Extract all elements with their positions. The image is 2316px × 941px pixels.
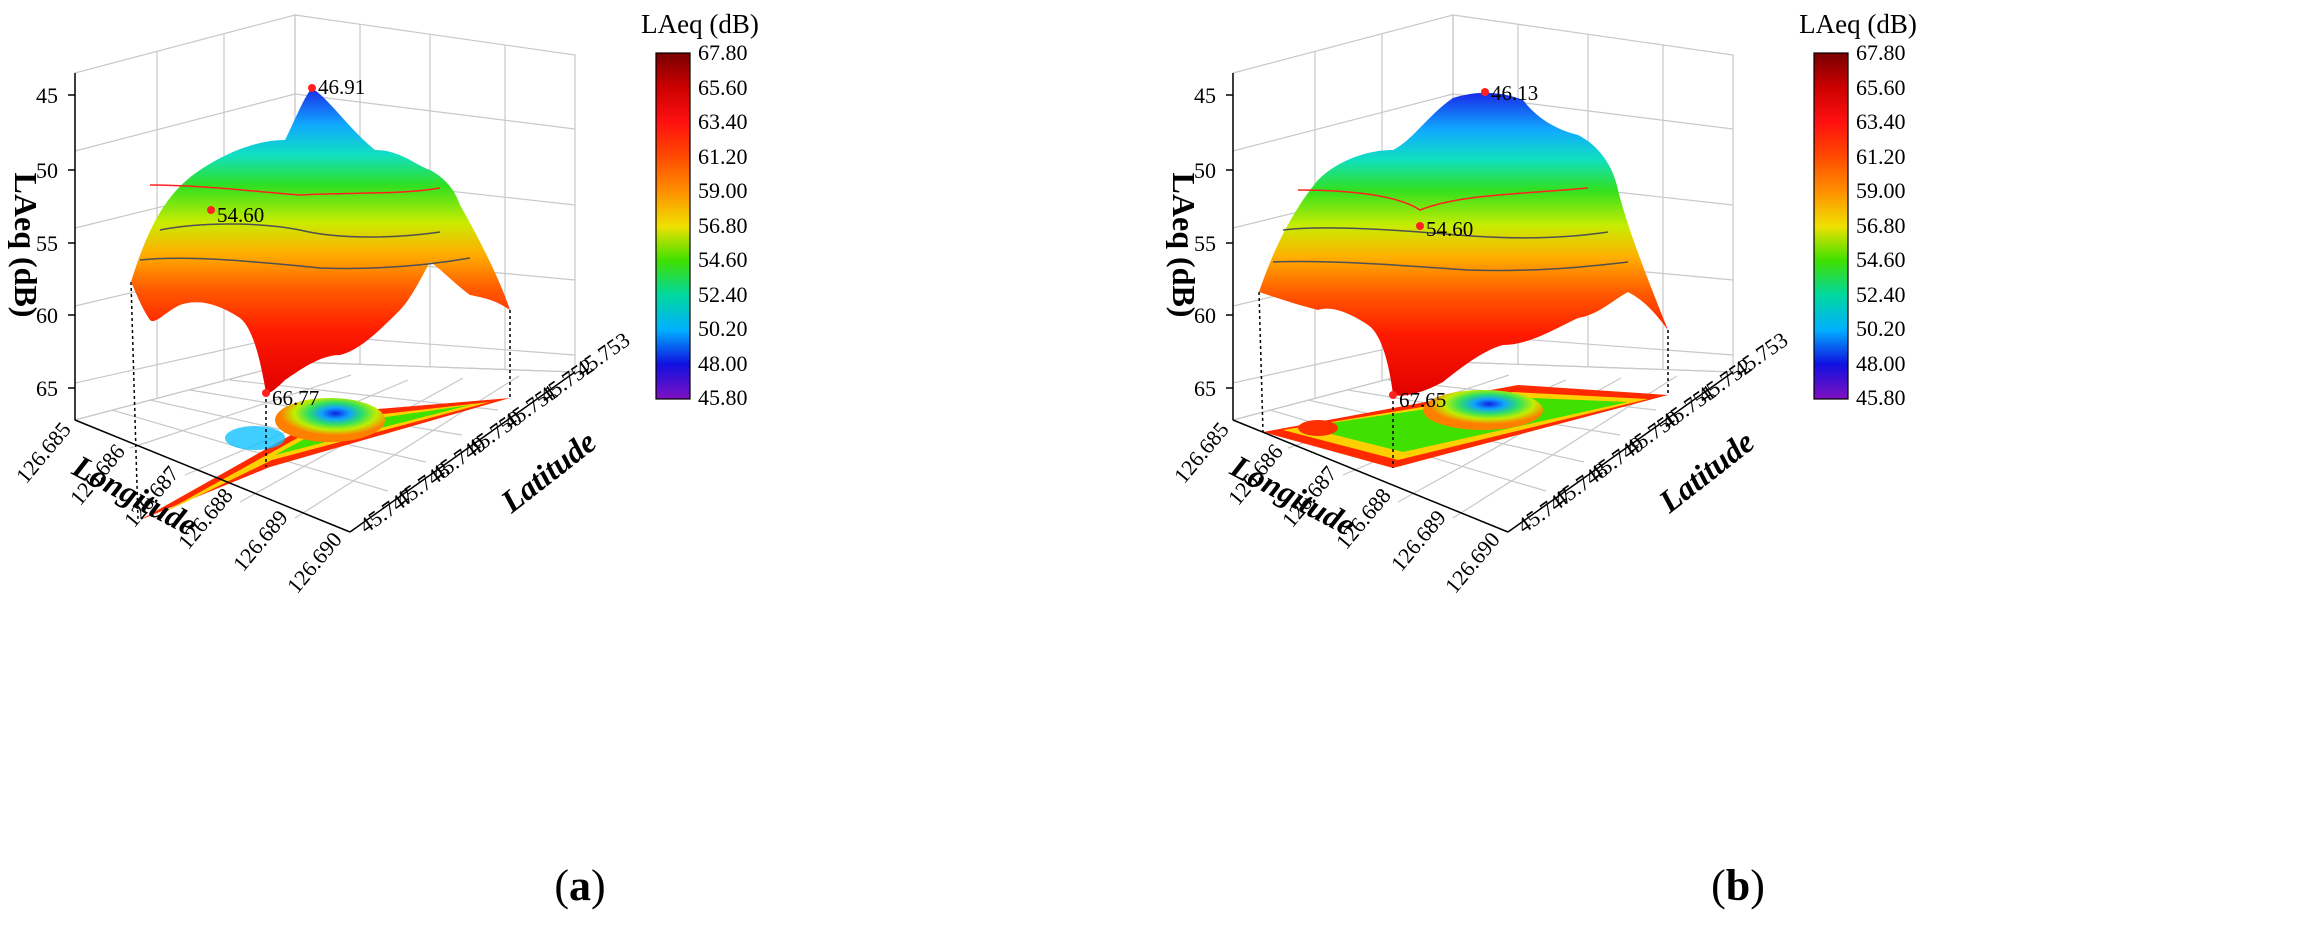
caption-letter: a bbox=[569, 861, 591, 910]
colorbar-tick: 52.40 bbox=[1856, 282, 1906, 307]
min-marker bbox=[1389, 391, 1397, 399]
chart-a-annotations: 46.91 54.60 66.77 bbox=[207, 75, 365, 410]
chart-panel-a: 45 50 55 60 65 LAeq (dB) 126.685 126.686… bbox=[0, 0, 1158, 936]
colorbar-tick: 45.80 bbox=[1856, 385, 1906, 410]
colorbar-tick: 45.80 bbox=[698, 385, 748, 410]
chart-b-svg: 45 50 55 60 65 LAeq (dB) 126.685 126.686… bbox=[1166, 9, 1917, 598]
z-axis-title: LAeq (dB) bbox=[1166, 173, 1202, 318]
z-tick-label: 55 bbox=[36, 231, 58, 256]
x-tick-label: 126.685 bbox=[11, 417, 76, 488]
max-label: 46.91 bbox=[318, 75, 365, 99]
z-tick-label: 65 bbox=[36, 376, 58, 401]
chart-b-z-axis: 45 50 55 60 65 LAeq (dB) bbox=[1166, 73, 1234, 420]
z-tick-label: 50 bbox=[1194, 158, 1216, 183]
colorbar-tick: 63.40 bbox=[1856, 109, 1906, 134]
max-marker bbox=[1481, 88, 1489, 96]
max-label: 46.13 bbox=[1491, 81, 1538, 105]
colorbar-tick: 56.80 bbox=[698, 213, 748, 238]
caption-paren-close: ) bbox=[1750, 861, 1765, 910]
colorbar-tick: 67.80 bbox=[1856, 40, 1906, 65]
chart-b-floor-contour bbox=[1263, 385, 1668, 468]
caption-letter: b bbox=[1725, 861, 1751, 910]
chart-b-y-axis: 45.753 45.752 45.751 45.750 45.749 45.74… bbox=[1507, 327, 1792, 538]
x-tick-label: 126.690 bbox=[282, 527, 347, 598]
colorbar-tick: 61.20 bbox=[1856, 144, 1906, 169]
z-tick-label: 45 bbox=[1194, 83, 1216, 108]
min-marker bbox=[262, 389, 270, 397]
colorbar-title: LAeq (dB) bbox=[1799, 9, 1917, 39]
colorbar-tick: 50.20 bbox=[698, 316, 748, 341]
chart-a-colorbar: LAeq (dB) 67.80 65.60 63.40 61.20 59.00 … bbox=[641, 9, 759, 410]
chart-b-colorbar: LAeq (dB) 67.80 65.60 63.40 61.20 59.00 … bbox=[1799, 9, 1917, 410]
chart-b-surface bbox=[1259, 92, 1668, 396]
caption-paren-open: ( bbox=[1711, 861, 1726, 910]
colorbar-tick: 48.00 bbox=[1856, 351, 1906, 376]
x-tick-label: 126.689 bbox=[1386, 505, 1451, 576]
caption-paren-open: ( bbox=[554, 861, 569, 910]
max-marker bbox=[308, 84, 316, 92]
panel-a-caption: (a) bbox=[540, 860, 620, 911]
chart-a-drop-lines bbox=[130, 281, 511, 521]
caption-paren-close: ) bbox=[591, 861, 606, 910]
z-tick-label: 65 bbox=[1194, 376, 1216, 401]
z-tick-label: 45 bbox=[36, 83, 58, 108]
z-tick-label: 50 bbox=[36, 158, 58, 183]
colorbar-tick: 59.00 bbox=[1856, 178, 1906, 203]
mid-label: 54.60 bbox=[1426, 217, 1473, 241]
colorbar-tick: 65.60 bbox=[698, 75, 748, 100]
chart-a-y-axis: 45.753 45.752 45.751 45.750 45.749 45.74… bbox=[349, 327, 634, 538]
y-tick-label: 45.747 bbox=[1513, 483, 1577, 538]
colorbar-tick: 54.60 bbox=[698, 247, 748, 272]
min-label: 67.65 bbox=[1399, 388, 1446, 412]
mid-marker bbox=[207, 206, 215, 214]
z-tick-label: 60 bbox=[36, 303, 58, 328]
y-axis-title: Latitude bbox=[493, 423, 603, 520]
colorbar-tick: 48.00 bbox=[698, 351, 748, 376]
panel-b-caption: (b) bbox=[1698, 860, 1778, 911]
z-tick-label: 60 bbox=[1194, 303, 1216, 328]
chart-a-floor-contour bbox=[140, 398, 510, 520]
colorbar-tick: 65.60 bbox=[1856, 75, 1906, 100]
colorbar-tick: 63.40 bbox=[698, 109, 748, 134]
y-tick-label: 45.747 bbox=[355, 483, 419, 538]
colorbar-tick: 59.00 bbox=[698, 178, 748, 203]
min-label: 66.77 bbox=[272, 386, 319, 410]
colorbar-tick: 50.20 bbox=[1856, 316, 1906, 341]
chart-a-svg: 45 50 55 60 65 LAeq (dB) 126.685 126.686… bbox=[8, 9, 759, 598]
y-axis-title: Latitude bbox=[1651, 423, 1761, 520]
chart-b-annotations: 46.13 54.60 67.65 bbox=[1389, 81, 1538, 412]
x-tick-label: 126.690 bbox=[1440, 527, 1505, 598]
colorbar-tick: 56.80 bbox=[1856, 213, 1906, 238]
z-tick-label: 55 bbox=[1194, 231, 1216, 256]
x-tick-label: 126.689 bbox=[228, 505, 293, 576]
colorbar-tick: 61.20 bbox=[698, 144, 748, 169]
chart-panel-b: 45 50 55 60 65 LAeq (dB) 126.685 126.686… bbox=[1158, 0, 2316, 936]
x-tick-label: 126.685 bbox=[1169, 417, 1234, 488]
mid-marker bbox=[1416, 222, 1424, 230]
chart-b-drop-lines bbox=[1258, 291, 1669, 468]
colorbar-title: LAeq (dB) bbox=[641, 9, 759, 39]
mid-label: 54.60 bbox=[217, 203, 264, 227]
chart-a-surface bbox=[131, 88, 510, 394]
colorbar-tick: 54.60 bbox=[1856, 247, 1906, 272]
chart-a-z-axis: 45 50 55 60 65 LAeq (dB) bbox=[8, 73, 76, 420]
z-axis-title: LAeq (dB) bbox=[8, 173, 44, 318]
colorbar-tick: 67.80 bbox=[698, 40, 748, 65]
colorbar-tick: 52.40 bbox=[698, 282, 748, 307]
